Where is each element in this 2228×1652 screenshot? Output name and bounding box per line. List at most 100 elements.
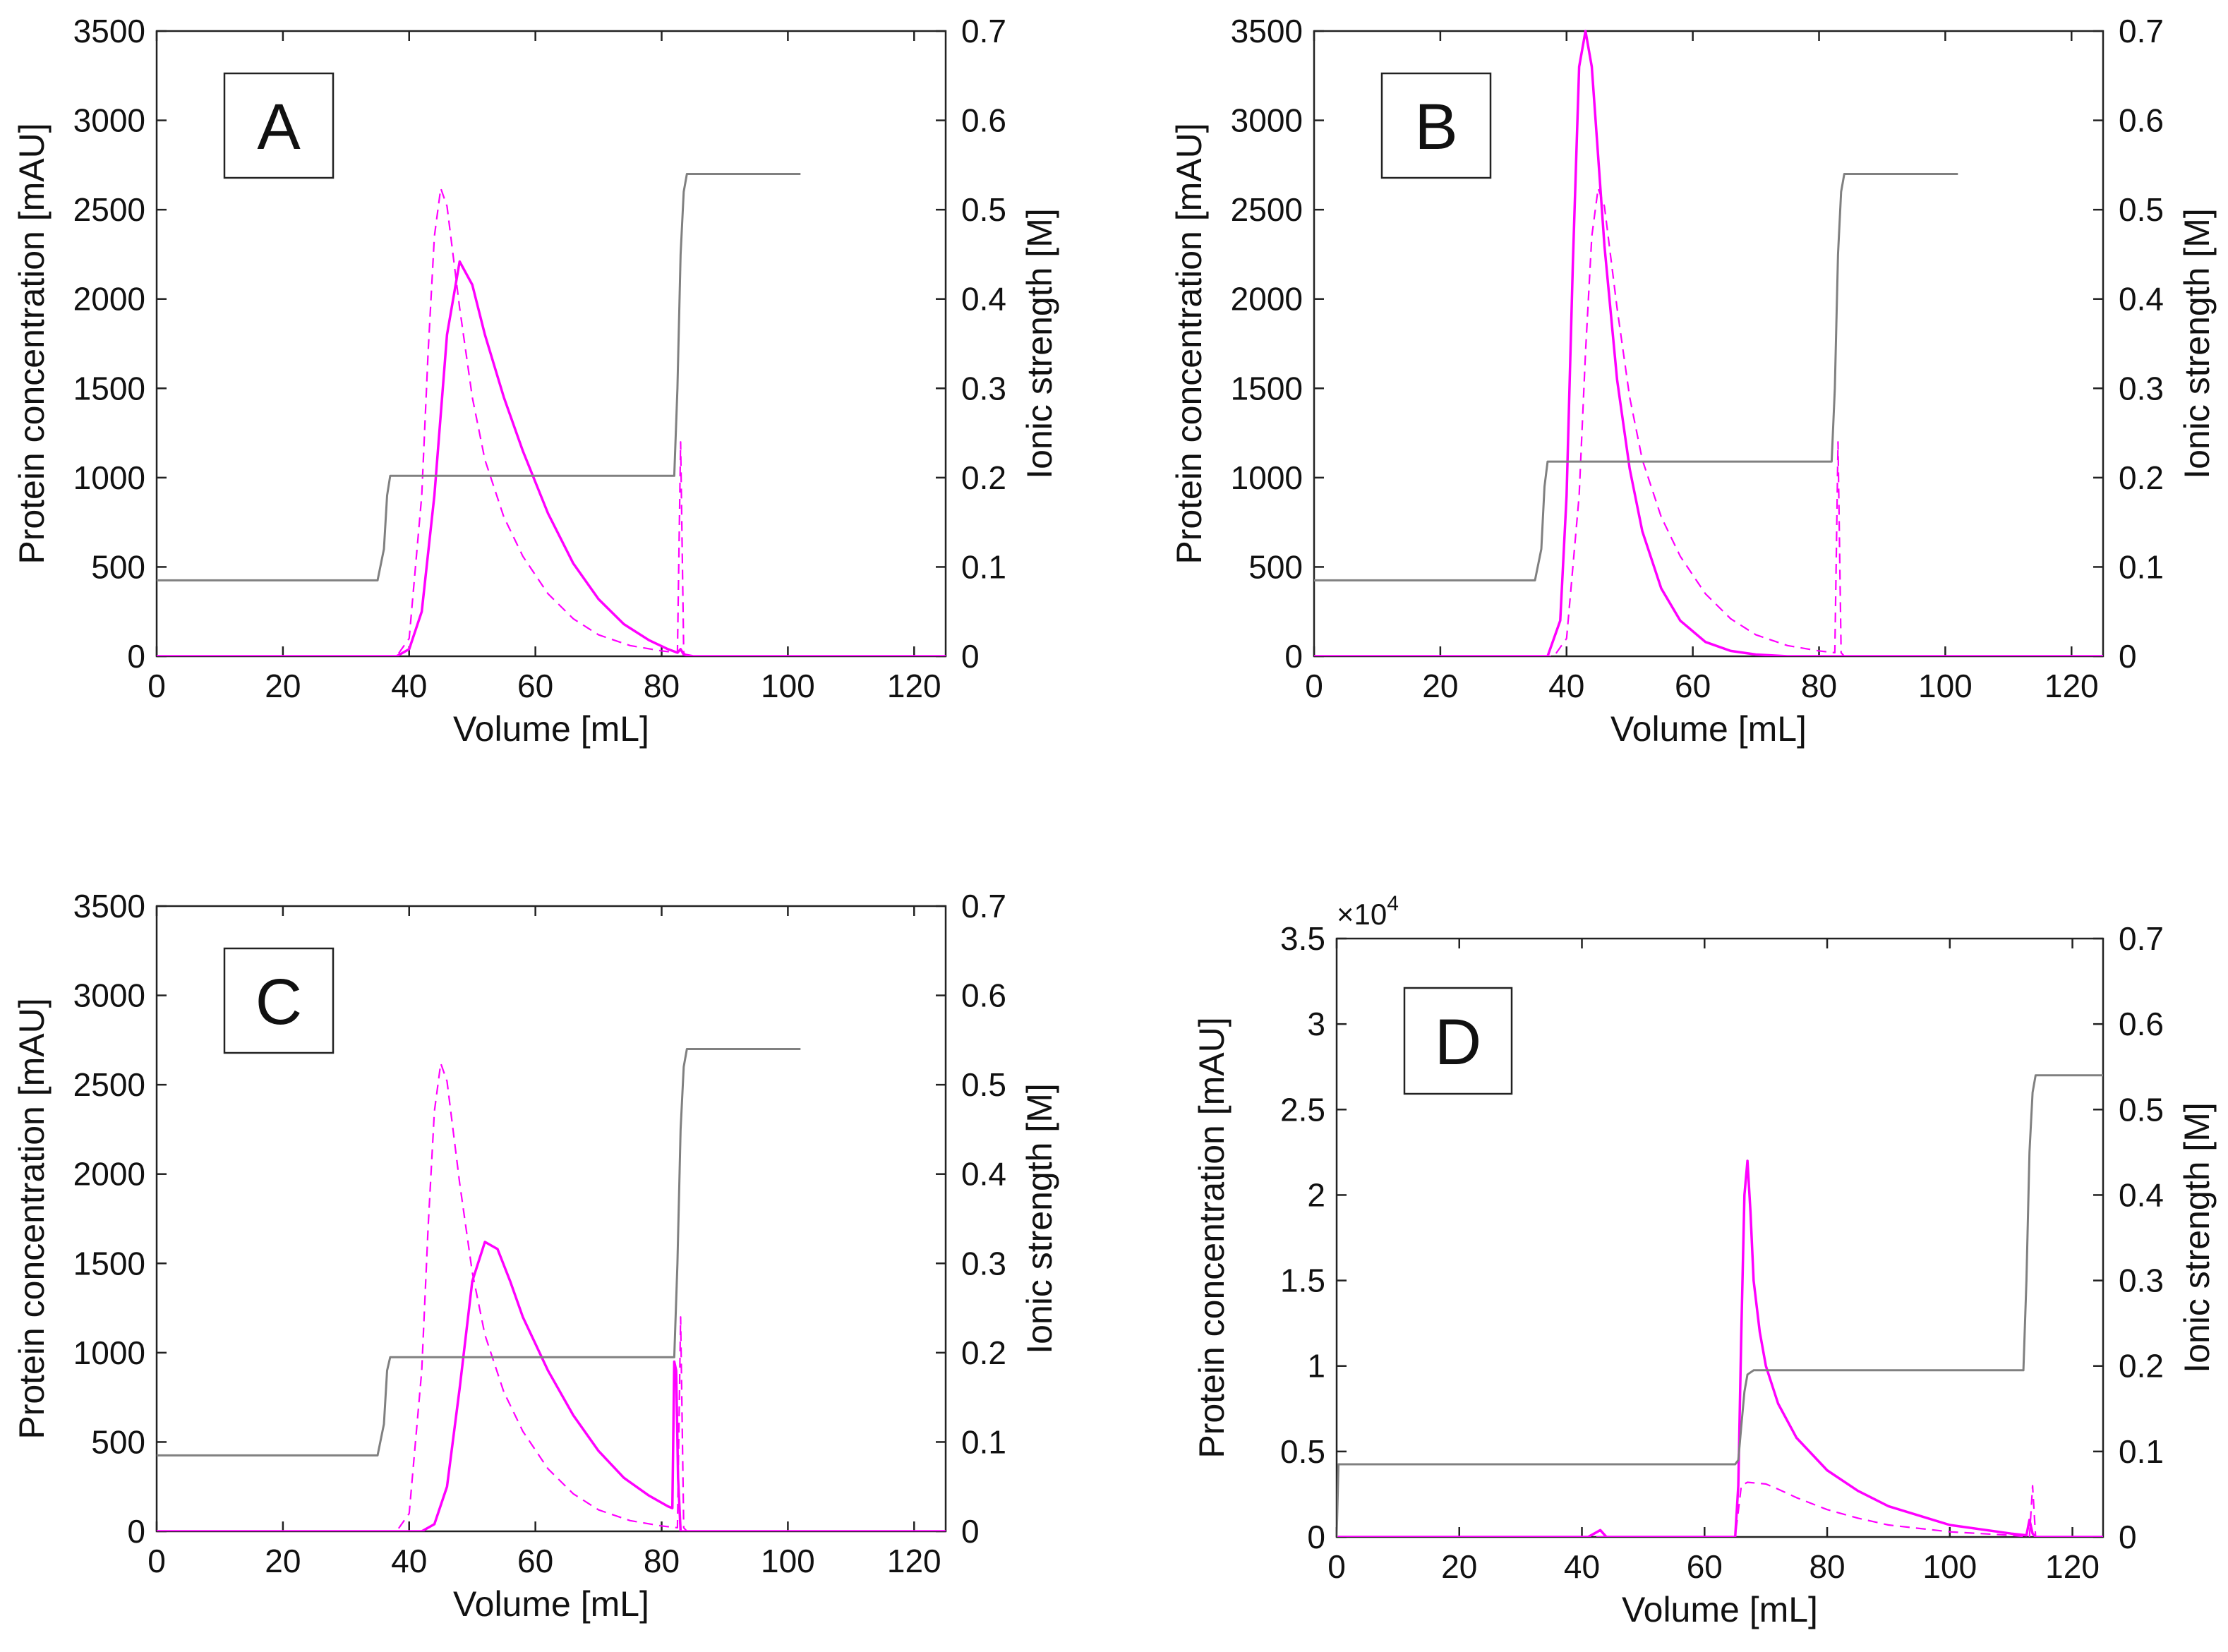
y-tick-label: 3.5 (1280, 920, 1325, 957)
y2-axis-title: Ionic strength [M] (2177, 1102, 2217, 1373)
x-tick-label: 60 (1687, 1548, 1723, 1585)
y-tick-label: 3500 (73, 888, 145, 924)
y2-tick-label: 0.6 (961, 102, 1006, 139)
y2-tick-label: 0.2 (961, 1334, 1006, 1371)
y-multiplier-base: ×10 (1337, 898, 1387, 931)
y-tick-label: 3500 (73, 13, 145, 49)
simulated-protein-line (1337, 1159, 2103, 1537)
y2-tick-label: 0.7 (2119, 920, 2164, 957)
chart-panel-b: 0 20 40 60 80 100 120 0 500 1000 1500 2000 2500 3000 3… (1169, 13, 2217, 749)
y-tick-label: 0.5 (1280, 1433, 1325, 1470)
plot-frame (155, 30, 947, 658)
y-tick-label: 500 (1248, 548, 1303, 585)
panel-label: B (1414, 91, 1457, 163)
y2-tick-label: 0.5 (961, 1066, 1006, 1103)
y-tick-label: 500 (91, 548, 145, 585)
x-tick-label: 60 (517, 668, 553, 704)
y2-tick-label: 0.3 (2119, 370, 2164, 406)
y2-tick-label: 0.4 (961, 281, 1006, 318)
y2-tick-label: 0.7 (2119, 13, 2164, 49)
y-tick-label: 3500 (1231, 13, 1303, 49)
y-tick-label: 1 (1307, 1348, 1325, 1385)
y-tick-label: 1000 (1231, 459, 1303, 496)
y2-tick-label: 0.3 (2119, 1262, 2164, 1299)
x-tick-label: 40 (1564, 1548, 1600, 1585)
y-tick-label: 2500 (73, 191, 145, 228)
y2-tick-label: 0 (961, 638, 980, 675)
y-tick-label: 0 (1307, 1519, 1325, 1555)
y2-tick-label: 0.6 (2119, 102, 2164, 139)
ionic-strength-line (157, 1048, 801, 1457)
y2-tick-label: 0 (2119, 638, 2137, 675)
y2-tick-label: 0.5 (2119, 191, 2164, 228)
y-tick-label: 3000 (73, 102, 145, 139)
x-tick-label: 40 (1548, 668, 1584, 704)
y2-tick-label: 0 (961, 1513, 980, 1550)
x-tick-label: 100 (1922, 1548, 1977, 1585)
y-axis-title: Protein concentration [mAU] (1192, 1017, 1232, 1458)
y2-tick-label: 0.6 (2119, 1006, 2164, 1042)
y-tick-label: 3 (1307, 1006, 1325, 1042)
x-axis-title: Volume [mL] (453, 709, 649, 749)
panel-label: D (1435, 1006, 1481, 1078)
ionic-strength-line (1314, 173, 1958, 581)
experimental-protein-line (1314, 187, 2103, 656)
x-tick-label: 120 (2045, 668, 2099, 704)
x-tick-label: 0 (1327, 1548, 1346, 1585)
y2-tick-label: 0.4 (2119, 281, 2164, 318)
x-axis-title: Volume [mL] (1622, 1590, 1818, 1629)
chart-panel-a: 0 20 40 60 80 100 120 0 500 1000 1500 2000 2500 3000 3… (12, 13, 1059, 749)
x-tick-label: 100 (761, 668, 815, 704)
x-tick-label: 60 (1675, 668, 1711, 704)
experimental-protein-line (1337, 1481, 2103, 1537)
y2-tick-label: 0.1 (961, 548, 1006, 585)
x-tick-label: 100 (761, 1543, 815, 1579)
experimental-protein-line (157, 187, 946, 656)
y-tick-label: 2000 (73, 281, 145, 318)
simulated-protein-line (157, 1241, 946, 1531)
y-tick-label: 1000 (73, 459, 145, 496)
x-tick-label: 40 (391, 1543, 427, 1579)
y-tick-label: 0 (127, 638, 145, 675)
y2-tick-label: 0.5 (961, 191, 1006, 228)
x-tick-label: 100 (1918, 668, 1973, 704)
x-tick-label: 60 (517, 1543, 553, 1579)
y2-tick-label: 0.3 (961, 1245, 1006, 1282)
y2-axis-title: Ionic strength [M] (2177, 208, 2217, 479)
x-tick-label: 0 (147, 668, 166, 704)
y-tick-label: 0 (1284, 638, 1303, 675)
y-tick-label: 1500 (73, 370, 145, 406)
ionic-strength-line (157, 173, 801, 581)
x-axis-title: Volume [mL] (453, 1584, 649, 1624)
simulated-protein-line (1314, 30, 2103, 656)
y2-tick-label: 0.1 (2119, 548, 2164, 585)
x-tick-label: 20 (1422, 668, 1458, 704)
y2-tick-label: 0.1 (2119, 1433, 2164, 1470)
x-tick-label: 0 (1305, 668, 1323, 704)
x-tick-label: 20 (1441, 1548, 1477, 1585)
y-tick-label: 3000 (73, 977, 145, 1014)
x-tick-label: 20 (265, 668, 301, 704)
y2-tick-label: 0.2 (2119, 1348, 2164, 1385)
x-tick-label: 120 (887, 1543, 941, 1579)
y-tick-label: 0 (127, 1513, 145, 1550)
panel-label-box (223, 947, 335, 1054)
x-tick-label: 0 (147, 1543, 166, 1579)
ionic-strength-line (1337, 1074, 2103, 1537)
y-tick-label: 500 (91, 1423, 145, 1460)
y-tick-label: 1500 (1231, 370, 1303, 406)
y2-tick-label: 0.1 (961, 1423, 1006, 1460)
y-tick-label: 2000 (1231, 281, 1303, 318)
y2-tick-label: 0.7 (961, 13, 1006, 49)
y2-axis-title: Ionic strength [M] (1020, 1083, 1059, 1354)
y-multiplier-exponent: 4 (1387, 892, 1399, 915)
y2-tick-label: 0.4 (2119, 1176, 2164, 1213)
y-axis-title: Protein concentration [mAU] (12, 998, 52, 1439)
plot-frame (155, 905, 947, 1533)
y-tick-label: 2 (1307, 1176, 1325, 1213)
x-axis-title: Volume [mL] (1610, 709, 1807, 749)
y2-tick-label: 0 (2119, 1519, 2137, 1555)
y2-tick-label: 0.3 (961, 370, 1006, 406)
y2-tick-label: 0.2 (961, 459, 1006, 496)
